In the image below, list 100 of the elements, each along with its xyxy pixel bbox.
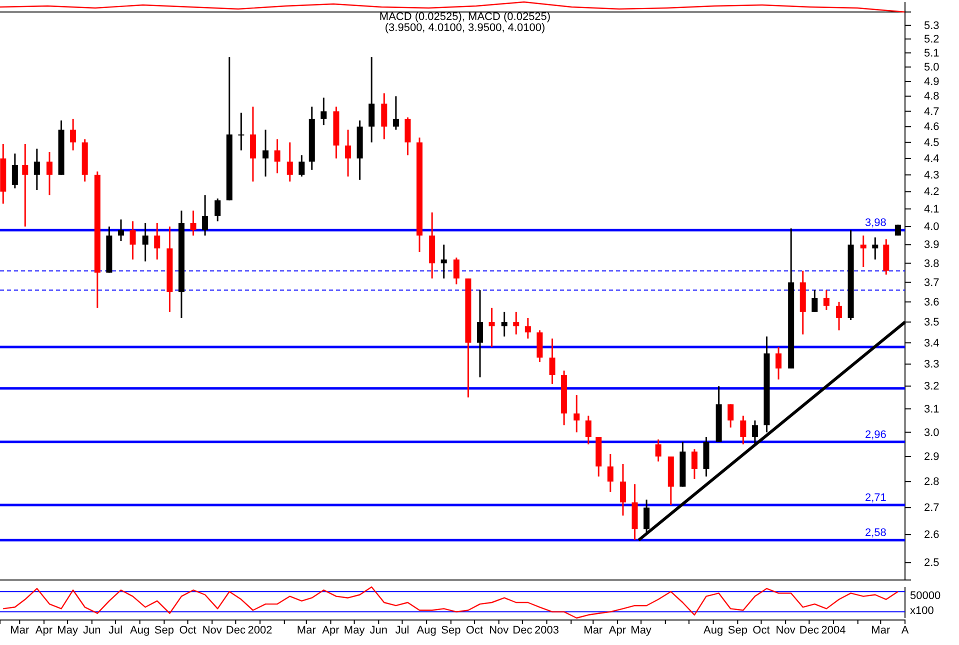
candlestick: [574, 394, 580, 434]
x-tick-label: Oct: [179, 624, 196, 637]
y-tick-label: 3.1: [924, 403, 940, 416]
candlestick: [190, 210, 196, 236]
candlestick: [644, 498, 650, 536]
candlestick: [524, 317, 531, 340]
x-tick-label: Apr: [608, 624, 626, 637]
x-tick-label: Mar: [584, 624, 603, 637]
candlestick: [130, 220, 136, 260]
candlestick: [368, 56, 375, 144]
x-tick-label: 2002: [248, 624, 272, 637]
y-tick-label: 5.3: [924, 20, 940, 32]
x-tick-label: 2004: [821, 624, 846, 637]
x-tick-label: Apr: [35, 624, 53, 637]
candlestick: [476, 289, 483, 378]
chart-title: MACD (0.02525), MACD (0.02525): [379, 11, 551, 23]
y-tick-label: 4.3: [924, 169, 940, 182]
x-tick-label: Aug: [130, 624, 150, 637]
x-tick-label: May: [630, 624, 652, 637]
candlestick: [381, 92, 388, 140]
candlestick: [776, 346, 782, 380]
x-tick-label: Jun: [83, 624, 101, 637]
y-tick-label: 4.2: [924, 186, 940, 198]
x-tick-label: Oct: [752, 624, 770, 637]
x-tick-label: Sep: [728, 624, 748, 637]
candlestick: [238, 112, 244, 152]
y-tick-label: 4.1: [924, 203, 940, 216]
y-tick-label: 2.8: [924, 476, 940, 488]
x-tick-label: Jul: [395, 624, 410, 637]
y-tick-label: 4.9: [924, 76, 940, 88]
y-tick-label: 3.2: [924, 380, 940, 393]
x-tick-label: Sep: [154, 624, 174, 637]
candlestick: [118, 218, 124, 242]
y-tick-label: 3.5: [924, 316, 940, 329]
ref-line-label: 3,98: [865, 217, 886, 230]
candlestick: [250, 106, 256, 182]
candlestick: [812, 289, 818, 313]
ref-line-label: 2,71: [865, 492, 886, 504]
candlestick: [872, 236, 878, 260]
x-tick-label: Dec: [799, 624, 820, 637]
candlestick: [860, 234, 866, 268]
text: x100: [910, 605, 934, 617]
x-tick-label: Jul: [108, 624, 123, 637]
candlestick: [836, 301, 842, 332]
text: 50000: [910, 590, 941, 602]
candlestick: [320, 96, 327, 126]
x-tick-label: Oct: [466, 624, 484, 637]
candlestick: [488, 307, 495, 348]
x-tick-label: Dec: [226, 624, 246, 637]
candlestick: [823, 289, 830, 311]
x-tick-label: Apr: [322, 624, 340, 637]
candlestick: [46, 151, 52, 196]
candlestick: [740, 415, 746, 446]
candlestick: [345, 129, 352, 178]
y-tick-label: 3.6: [924, 296, 940, 308]
candlestick: [453, 256, 460, 286]
candlestick: [501, 311, 508, 338]
y-tick-label: 5.1: [924, 47, 940, 60]
x-tick-label: May: [57, 624, 78, 637]
y-tick-label: 2.6: [924, 529, 940, 542]
y-tick-label: 4.6: [924, 121, 940, 134]
x-tick-label: 2003: [534, 624, 560, 637]
x-tick-label: Dec: [512, 624, 533, 637]
candlestick: [752, 420, 758, 446]
y-tick-label: 3.7: [924, 276, 940, 289]
y-tick-label: 3.8: [924, 258, 940, 270]
y-tick-label: 2.9: [924, 451, 940, 464]
candlestick: [142, 222, 148, 262]
x-tick-label: May: [344, 624, 366, 637]
candlestick: [404, 116, 411, 156]
x-tick-label: Sep: [441, 624, 461, 637]
x-tick-label: Mar: [10, 624, 30, 637]
y-tick-label: 4.7: [924, 106, 940, 118]
text: (3.9500, 4.0100, 3.9500, 4.0100): [384, 22, 546, 34]
y-tick-label: 5.0: [924, 62, 940, 74]
x-tick-label: Nov: [489, 624, 510, 637]
x-tick-label: Nov: [776, 624, 796, 637]
candlestick: [655, 438, 662, 462]
candlestick: [214, 198, 221, 222]
candlestick: [549, 338, 556, 385]
candlestick: [607, 453, 614, 493]
candlestick: [585, 415, 592, 446]
x-tick-label: Mar: [871, 624, 890, 637]
y-tick-label: 4.4: [924, 152, 940, 165]
x-tick-label: Nov: [202, 624, 222, 637]
candlestick: [12, 152, 18, 190]
y-tick-label: 3.4: [924, 337, 940, 350]
candlestick: [620, 463, 626, 516]
x-tick-label: Aug: [416, 624, 436, 637]
candlestick: [154, 222, 160, 260]
ref-line-label: 2,58: [865, 527, 886, 540]
candlestick: [392, 95, 399, 131]
y-tick-label: 4.0: [924, 221, 940, 234]
candlestick: [513, 311, 520, 336]
candlestick: [728, 403, 734, 428]
y-tick-label: 2.7: [924, 502, 940, 514]
x-tick-label: Mar: [296, 624, 316, 637]
x-tick-label: Aug: [704, 624, 724, 637]
ref-line-label: 2,96: [865, 428, 886, 441]
candlestick: [274, 138, 280, 174]
